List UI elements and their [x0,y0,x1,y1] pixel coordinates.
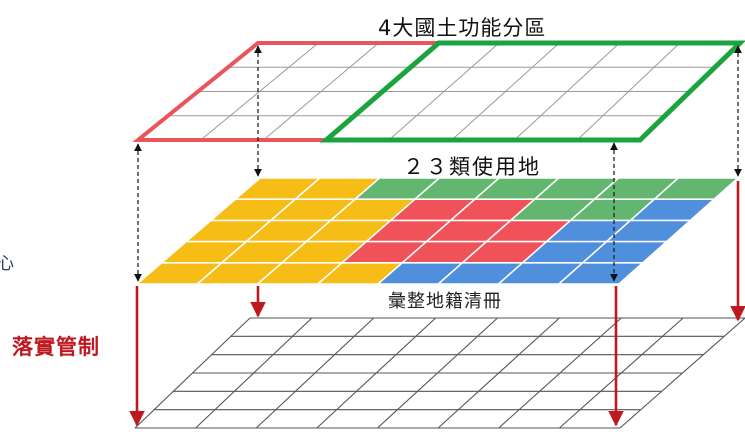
land-use-tile [498,262,583,284]
land-use-tile [558,262,643,284]
land-use-tile [426,220,511,242]
land-use-tile [414,178,499,200]
land-use-tile-grid-col-line [558,177,679,285]
land-use-tile-grid-col-line [256,177,381,285]
bottom-layer-title: 彙整地籍清冊 [388,291,502,312]
land-use-tile [197,262,282,284]
layer-connectors [129,45,745,427]
zone-outline-green [319,40,745,143]
land-use-tile [330,199,415,221]
land-use-tile-grid-col-line [437,177,560,285]
land-use-tile [317,262,403,284]
land-use-tile [295,178,380,200]
land-use-tile [257,262,343,284]
land-use-tile [402,241,487,263]
land-use-tile-grid-col-line [317,177,440,285]
land-use-tile-grid-col-line [136,177,261,285]
middle-layer-title: ２３類使用地 [403,155,541,179]
side-label-enforce-control: 落實管制 [12,335,100,359]
land-use-tile [378,262,463,284]
land-use-tile-grid-col-line [618,177,739,285]
land-use-tile [221,241,307,263]
land-use-tile-grid-col-line [196,177,321,285]
land-use-tile [355,178,440,200]
land-use-tile-grid-col-line [497,177,620,285]
land-use-tile [235,178,320,200]
land-use-tile [161,241,247,263]
land-use-tile [630,199,715,221]
land-use-tile [546,220,631,242]
land-use-tile [654,178,738,200]
top-layer-title: 4大國土功能分區 [378,16,547,40]
land-use-tile-grid [136,177,739,285]
land-use-tile-grid-col-line [377,177,500,285]
land-use-tile [438,262,523,284]
land-use-tile [474,178,559,200]
land-use-tile [522,241,607,263]
land-use-tile [186,220,271,242]
land-use-tile [486,220,571,242]
land-use-tile [281,241,367,263]
land-use-tile [270,199,356,221]
land-use-tile [582,241,667,263]
land-use-tile-layer [137,178,738,284]
cadastral-grid-layer [134,317,745,429]
land-use-tile [450,199,535,221]
land-use-tile [390,199,475,221]
land-use-tile [510,199,595,221]
land-use-tile [534,178,619,200]
zoning-grid-layer [137,42,741,141]
land-use-tile [366,220,451,242]
land-use-tile [342,241,427,263]
land-use-tile [306,220,391,242]
land-use-tile [137,262,222,284]
land-use-tile [462,241,547,263]
land-use-tile [246,220,331,242]
land-use-tile [606,220,691,242]
edge-text-fragment: 心 [0,254,14,274]
land-use-tile [210,199,296,221]
